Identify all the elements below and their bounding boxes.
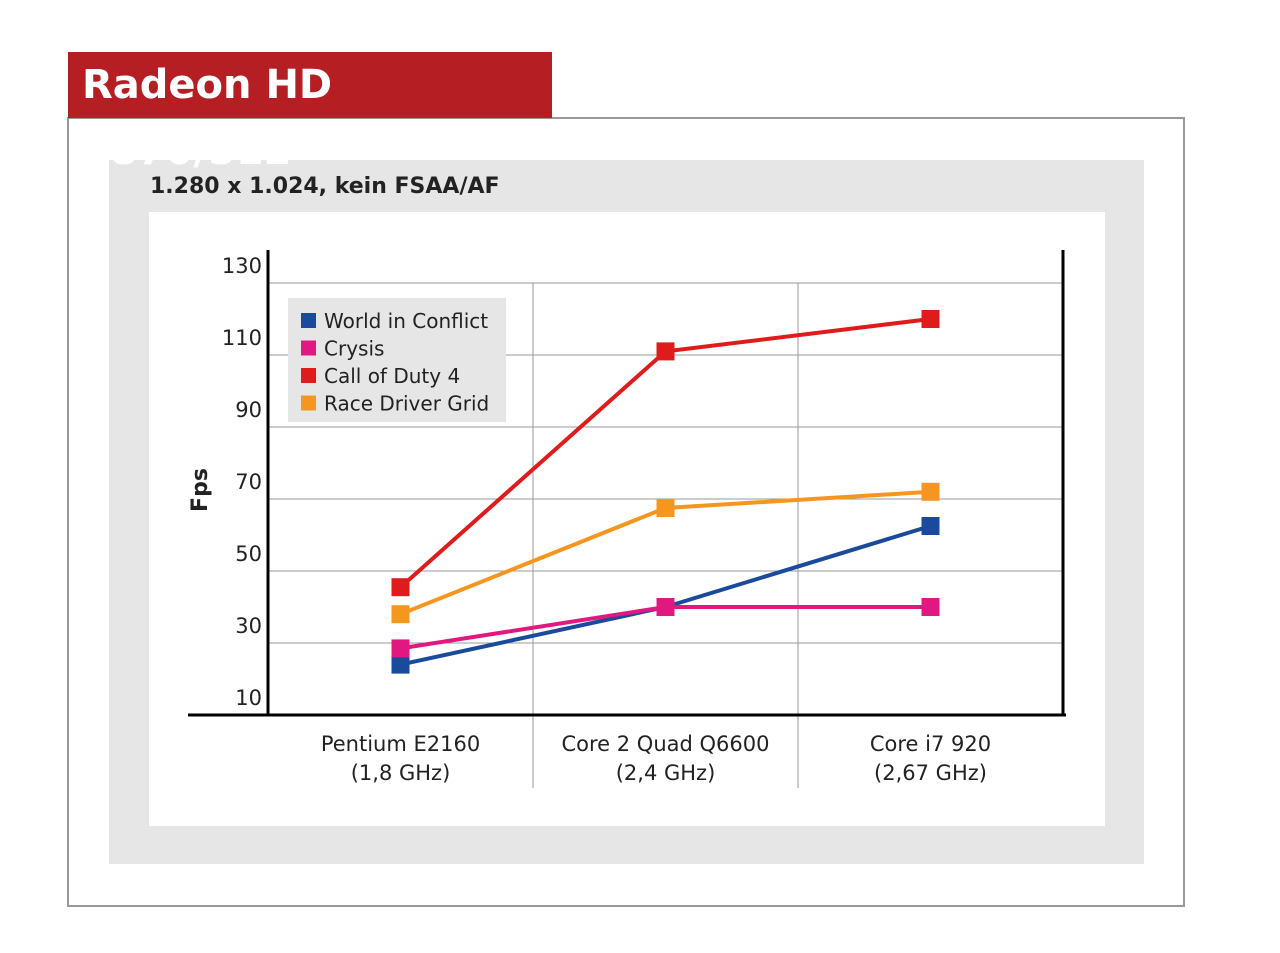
point (656, 342, 675, 361)
legend-swatch (301, 395, 316, 411)
subtitle: 1.280 x 1.024, kein FSAA/AF (150, 174, 500, 199)
y-tick-label: 130 (222, 254, 262, 278)
y-tick-label: 110 (222, 326, 262, 350)
point (391, 605, 410, 624)
y-tick-label: 10 (235, 686, 262, 710)
legend-label: Crysis (324, 337, 384, 361)
point (656, 598, 675, 616)
legend-label: Call of Duty 4 (324, 364, 460, 388)
y-axis-label: Fps (188, 468, 213, 512)
point (921, 517, 940, 535)
y-tick-label: 50 (235, 542, 262, 566)
y-tick-label: 70 (235, 470, 262, 494)
point (391, 578, 410, 597)
legend-label: World in Conflict (324, 309, 488, 333)
y-tick-label: 90 (235, 398, 262, 422)
x-tick-label: Core 2 Quad Q6600 (2,4 GHz) (561, 732, 770, 785)
point (921, 482, 940, 501)
legend-swatch (301, 340, 316, 356)
point (921, 598, 940, 616)
legend-label: Race Driver Grid (324, 392, 489, 416)
legend-swatch (301, 368, 316, 383)
point (921, 310, 940, 328)
point (391, 655, 410, 674)
y-tick-label: 30 (235, 614, 262, 638)
x-tick-label: Core i7 920 (2,67 GHz) (869, 732, 992, 785)
legend-box (288, 298, 506, 422)
title: Radeon HD 4870/512 (68, 52, 552, 174)
legend-swatch (301, 313, 316, 328)
x-tick-label: Pentium E2160 (1,8 GHz) (320, 732, 481, 785)
point (391, 639, 410, 658)
point (656, 499, 675, 517)
